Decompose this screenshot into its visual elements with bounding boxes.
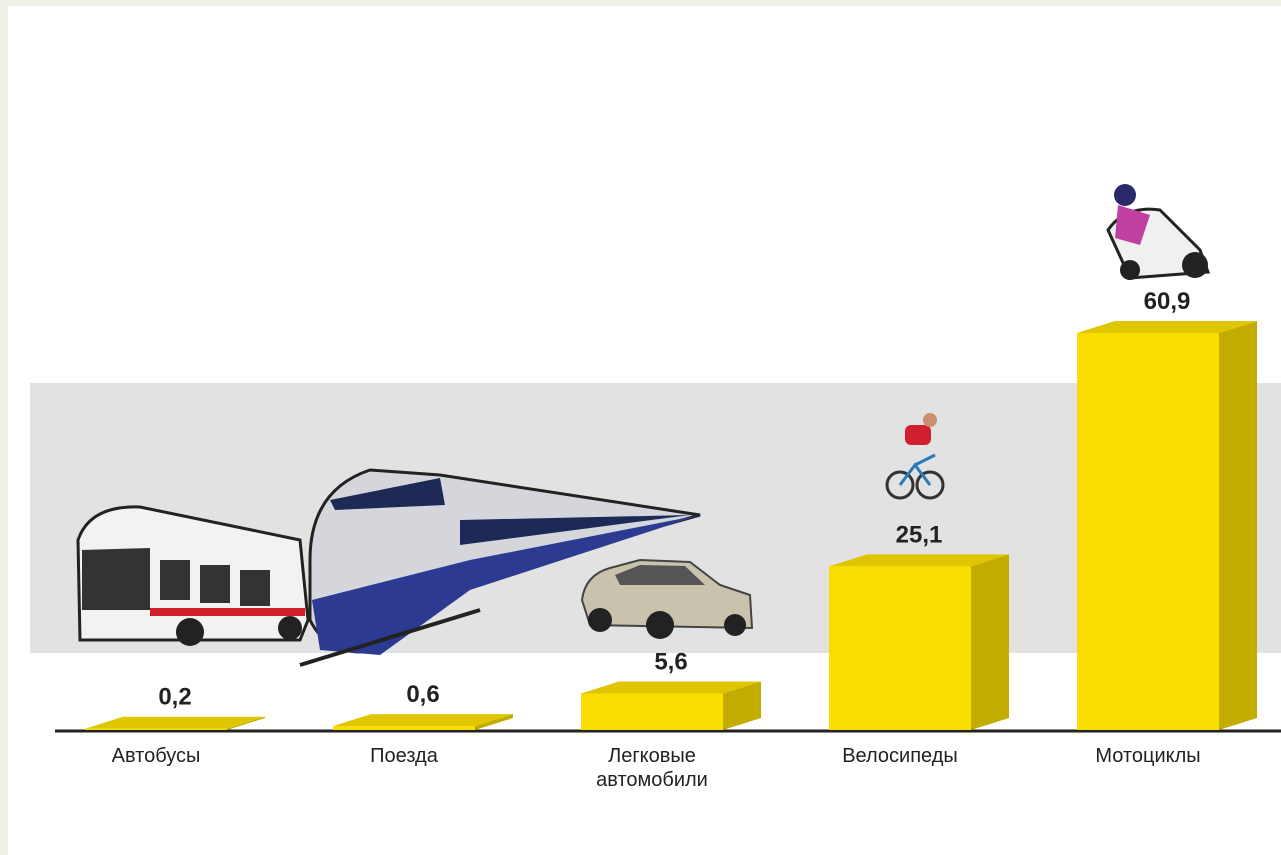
value-label: 5,6 xyxy=(654,648,687,675)
page: 0,20,65,625,160,9 (() => { const data = … xyxy=(0,0,1281,855)
bar-side xyxy=(971,554,1009,730)
motorcycle-illustration xyxy=(1108,184,1208,280)
bar xyxy=(333,726,475,730)
bar xyxy=(829,566,971,730)
bar-top xyxy=(85,717,265,729)
chart: 0,2 0,6 5,6 25,1 60,9 xyxy=(0,0,1281,855)
category-label: Поезда xyxy=(329,744,479,768)
bar xyxy=(85,729,227,730)
value-label: 60,9 xyxy=(1144,288,1191,315)
category-label: Мотоциклы xyxy=(1073,744,1223,768)
value-label: 25,1 xyxy=(896,521,943,548)
bar xyxy=(1077,333,1219,730)
category-label: Легковые автомобили xyxy=(577,744,727,792)
value-label: 0,6 xyxy=(406,681,439,708)
bar-side xyxy=(1219,321,1257,730)
category-label: Автобусы xyxy=(81,744,231,768)
value-label: 0,2 xyxy=(158,684,191,711)
bar xyxy=(581,693,723,730)
category-label: Велосипеды xyxy=(825,744,975,768)
